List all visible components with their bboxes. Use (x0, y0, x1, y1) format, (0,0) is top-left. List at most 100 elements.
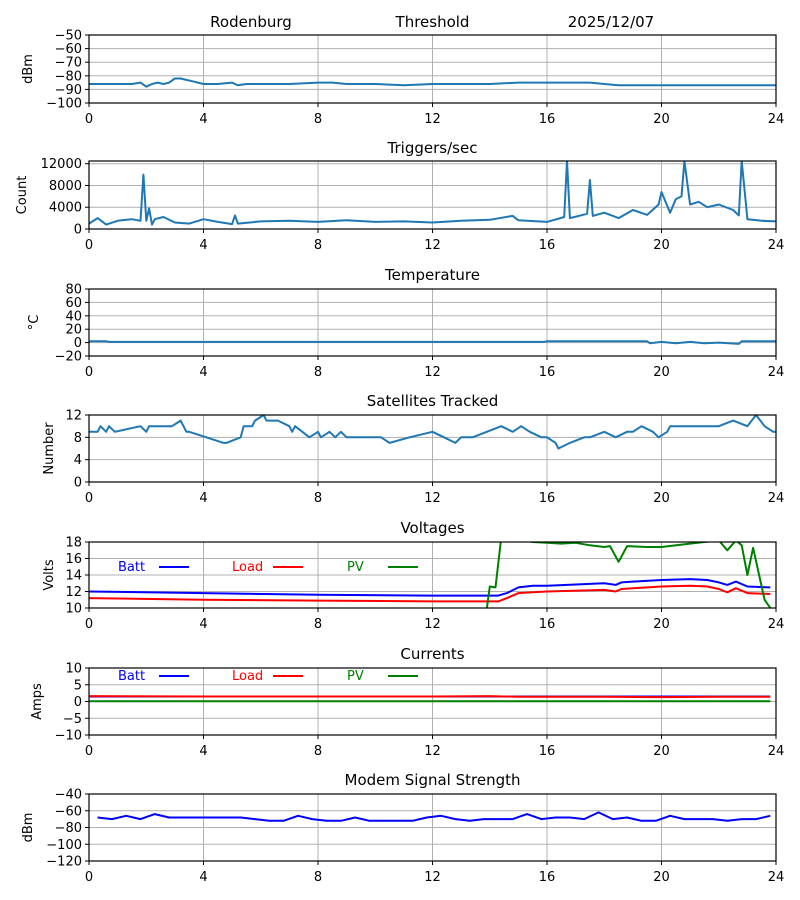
x-tick-label: 8 (314, 491, 322, 506)
x-tick-label: 16 (539, 491, 556, 506)
x-tick-label: 4 (199, 365, 207, 380)
y-axis-label: Number (42, 422, 57, 475)
y-tick-label: −120 (46, 855, 82, 870)
panel-title: Satellites Tracked (367, 392, 498, 410)
x-tick-label: 12 (424, 238, 441, 253)
panel-triggers: 0 4 8 12 16 20 24 12000 8000 4000 0 Triggers/sec Cou… (15, 139, 784, 253)
x-tick-label: 8 (314, 112, 322, 127)
y-tick-label: −60 (55, 804, 82, 819)
series-line-satellites (89, 415, 776, 450)
panel-title: Triggers/sec (387, 139, 478, 157)
x-tick-label: 20 (653, 112, 670, 127)
axes-frame (88, 34, 777, 104)
panel-modem: 0 4 8 12 16 20 24 −40−60 −80 −100 −120 Modem Signal… (21, 771, 784, 885)
x-tick-label: 0 (85, 744, 93, 759)
x-tick-label: 20 (653, 365, 670, 380)
y-tick-label: 8 (74, 431, 82, 446)
x-tick-label: 20 (653, 491, 670, 506)
x-tick-label: 4 (199, 870, 207, 885)
legend-label-batt: Batt (118, 560, 145, 575)
axes-frame (88, 667, 777, 736)
y-tick-label: 12 (65, 409, 82, 424)
y-tick-label: 5 (74, 678, 82, 693)
y-tick-label: 80 (65, 283, 82, 298)
y-axis-label: dBm (21, 54, 36, 84)
y-tick-label: −100 (46, 838, 82, 853)
axes-frame (88, 160, 777, 230)
x-tick-label: 24 (768, 365, 785, 380)
panel-satellites: 0 4 8 12 16 20 24 12 8 4 0 Satellites Tracked Number (42, 392, 784, 506)
x-tick-label: 0 (85, 238, 93, 253)
x-tick-label: 24 (768, 744, 785, 759)
y-axis-label: Volts (42, 559, 57, 591)
x-tick-label: 4 (199, 112, 207, 127)
panel-title: Voltages (400, 519, 464, 537)
x-tick-label: 8 (314, 617, 322, 632)
series-line-temperature (89, 340, 776, 345)
legend-label-load: Load (232, 560, 263, 575)
y-tick-label: 0 (74, 695, 82, 710)
series-line-modem (97, 811, 771, 822)
x-tick-label: 8 (314, 238, 322, 253)
y-tick-label: −80 (55, 821, 82, 836)
series-line-batt (89, 578, 771, 597)
station-name: Rodenburg (210, 13, 292, 31)
report-date: 2025/12/07 (568, 13, 654, 31)
x-tick-label: 12 (424, 491, 441, 506)
x-tick-label: 24 (768, 238, 785, 253)
panel-threshold: 0 4 8 12 16 20 24 −50−60−70−80−90−100 Threshold d… (21, 13, 784, 127)
y-tick-label: 0 (74, 223, 82, 238)
y-tick-label: −40 (55, 788, 82, 803)
x-tick-label: 0 (85, 870, 93, 885)
series-line-load (89, 584, 771, 603)
y-tick-label: 40 (65, 309, 82, 324)
x-tick-label: 12 (424, 744, 441, 759)
series-line-threshold (89, 77, 776, 88)
x-tick-label: 16 (539, 617, 556, 632)
legend-label-load: Load (232, 669, 263, 684)
axes-frame (88, 414, 777, 483)
y-tick-label: 0 (74, 336, 82, 351)
x-tick-label: 0 (85, 491, 93, 506)
y-axis-label: °C (27, 315, 42, 331)
y-tick-label: 12 (65, 585, 82, 600)
x-tick-label: 0 (85, 365, 93, 380)
series-line-pv (485, 542, 772, 608)
y-tick-label: 4000 (49, 201, 82, 216)
axes-frame (88, 793, 777, 862)
y-tick-label: −100 (46, 97, 82, 112)
series-line-load (89, 695, 771, 699)
x-tick-label: 4 (199, 744, 207, 759)
y-tick-label: −5 (63, 712, 82, 727)
y-tick-label: 60 (65, 296, 82, 311)
x-tick-label: 24 (768, 112, 785, 127)
x-tick-label: 0 (85, 112, 93, 127)
y-axis-label: Count (15, 176, 30, 215)
x-tick-label: 24 (768, 617, 785, 632)
x-tick-label: 4 (199, 491, 207, 506)
y-axis-label: Amps (30, 683, 45, 720)
y-tick-label: 14 (65, 569, 82, 584)
y-tick-label: −10 (55, 729, 82, 744)
x-tick-label: 16 (539, 238, 556, 253)
y-tick-label: −20 (55, 350, 82, 365)
x-tick-label: 12 (424, 870, 441, 885)
x-tick-label: 24 (768, 870, 785, 885)
x-tick-label: 16 (539, 744, 556, 759)
y-tick-label: 8000 (49, 179, 82, 194)
x-tick-label: 20 (653, 870, 670, 885)
y-tick-label: 16 (65, 552, 82, 567)
y-tick-label: 20 (65, 323, 82, 338)
y-tick-label: 4 (74, 453, 82, 468)
panel-title: Temperature (384, 266, 480, 284)
y-tick-label: 0 (74, 476, 82, 491)
x-tick-label: 8 (314, 744, 322, 759)
y-axis-label: dBm (21, 813, 36, 843)
y-tick-label: −50 (55, 29, 82, 44)
x-tick-label: 20 (653, 238, 670, 253)
x-tick-label: 12 (424, 112, 441, 127)
panels: 0 4 8 12 16 20 24−50−60−70−80−90−100Thresholdd… (15, 13, 784, 885)
